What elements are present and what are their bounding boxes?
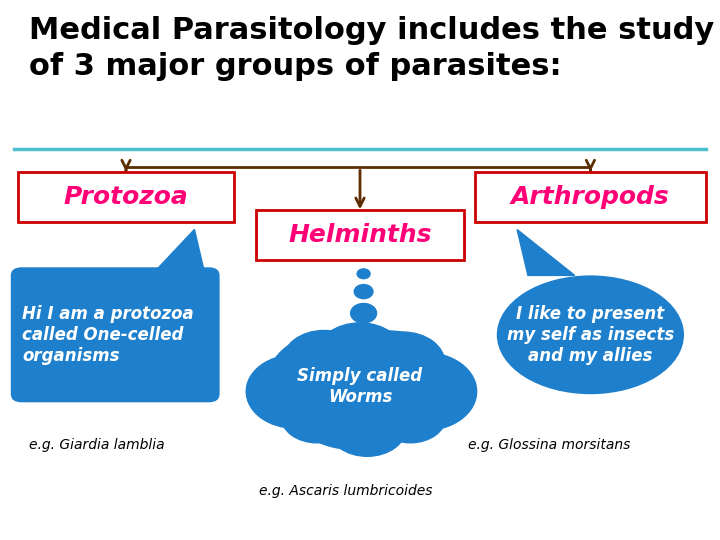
Polygon shape <box>517 230 575 275</box>
Circle shape <box>354 285 373 299</box>
Circle shape <box>374 389 446 443</box>
Circle shape <box>361 332 445 395</box>
Text: e.g. Giardia lamblia: e.g. Giardia lamblia <box>29 438 164 453</box>
Polygon shape <box>151 230 205 275</box>
Circle shape <box>330 331 448 420</box>
Text: Hi I am a protozoa
called One-celled
organisms: Hi I am a protozoa called One-celled org… <box>22 305 194 364</box>
Circle shape <box>357 269 370 279</box>
Circle shape <box>287 350 419 449</box>
Circle shape <box>246 355 344 428</box>
Circle shape <box>282 330 366 393</box>
Circle shape <box>328 397 407 456</box>
Text: Protozoa: Protozoa <box>63 185 189 209</box>
FancyBboxPatch shape <box>11 267 220 402</box>
Text: I like to present
my self as insects
and my allies: I like to present my self as insects and… <box>507 305 674 364</box>
Text: Simply called
Worms: Simply called Worms <box>297 367 423 406</box>
Circle shape <box>268 333 395 428</box>
Text: Helminths: Helminths <box>288 223 432 247</box>
Text: e.g. Ascaris lumbricoides: e.g. Ascaris lumbricoides <box>259 484 433 498</box>
Circle shape <box>315 323 405 390</box>
Circle shape <box>373 353 477 430</box>
Circle shape <box>351 303 377 323</box>
Text: e.g. Glossina morsitans: e.g. Glossina morsitans <box>468 438 631 453</box>
Text: Arthropods: Arthropods <box>511 185 670 209</box>
Text: Medical Parasitology includes the study
of 3 major groups of parasites:: Medical Parasitology includes the study … <box>29 16 714 81</box>
FancyBboxPatch shape <box>18 172 234 222</box>
Ellipse shape <box>497 275 684 394</box>
FancyBboxPatch shape <box>256 210 464 260</box>
FancyBboxPatch shape <box>475 172 706 222</box>
Circle shape <box>281 389 353 443</box>
